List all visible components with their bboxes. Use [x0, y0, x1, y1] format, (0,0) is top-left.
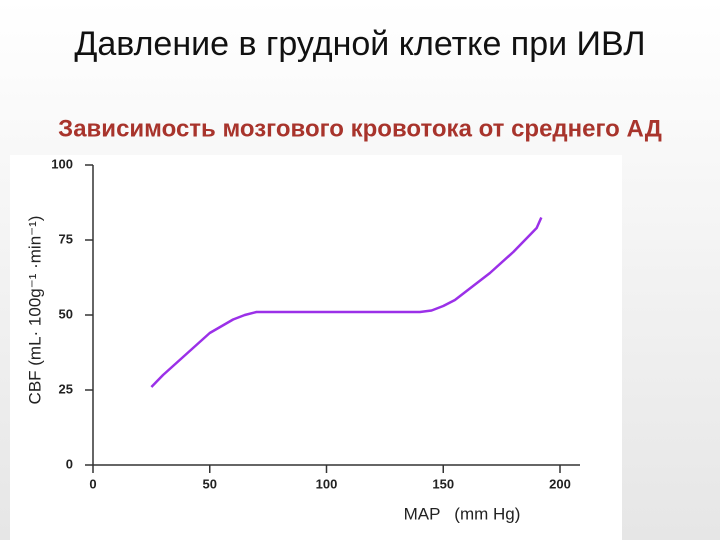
plot-background	[10, 155, 622, 540]
y-tick-label: 25	[59, 381, 73, 396]
y-tick-label: 0	[66, 456, 73, 471]
title: Давление в грудной клетке при ИВЛ	[74, 25, 646, 63]
x-tick-label: 200	[549, 476, 571, 491]
x-tick-label: 50	[203, 476, 217, 491]
subtitle: Зависимость мозгового кровотока от средн…	[58, 115, 662, 142]
x-axis-label: MAP (mm Hg)	[404, 504, 521, 523]
y-tick-label: 75	[59, 231, 73, 246]
data-line	[150, 216, 543, 388]
x-tick-label: 100	[316, 476, 338, 491]
y-tick-label: 50	[59, 306, 73, 321]
x-tick-label: 0	[89, 476, 96, 491]
x-tick-label: 150	[432, 476, 454, 491]
title-box: Давление в грудной клетке при ИВЛ	[74, 25, 646, 63]
y-tick-label: 100	[51, 156, 73, 171]
y-axis-label: CBF (mL· 100g⁻¹ ·min⁻¹)	[25, 216, 44, 405]
